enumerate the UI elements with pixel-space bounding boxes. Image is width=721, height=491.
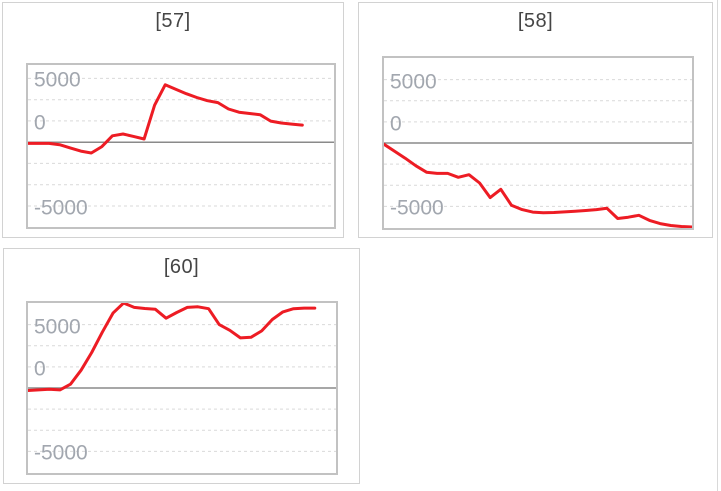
chart-card-58: [58] 5000 0 -5000 xyxy=(358,2,713,238)
plot-area-58: 5000 0 -5000 xyxy=(382,56,694,230)
line-chart-svg-60 xyxy=(28,303,336,452)
line-chart-svg-57 xyxy=(28,77,334,207)
gridline-right-edge xyxy=(717,0,718,491)
line-chart-svg-58 xyxy=(384,79,692,228)
chart-card-57: [57] 5000 0 -5000 xyxy=(2,2,344,238)
plot-area-60: 5000 0 -5000 xyxy=(26,301,338,475)
plot-area-57: 5000 0 -5000 xyxy=(26,63,336,229)
chart-title-60: [60] xyxy=(163,256,200,278)
chart-card-60: [60] 5000 0 -5000 xyxy=(3,248,360,484)
chart-title-57: [57] xyxy=(155,10,191,32)
chart-title-58: [58] xyxy=(517,10,554,32)
